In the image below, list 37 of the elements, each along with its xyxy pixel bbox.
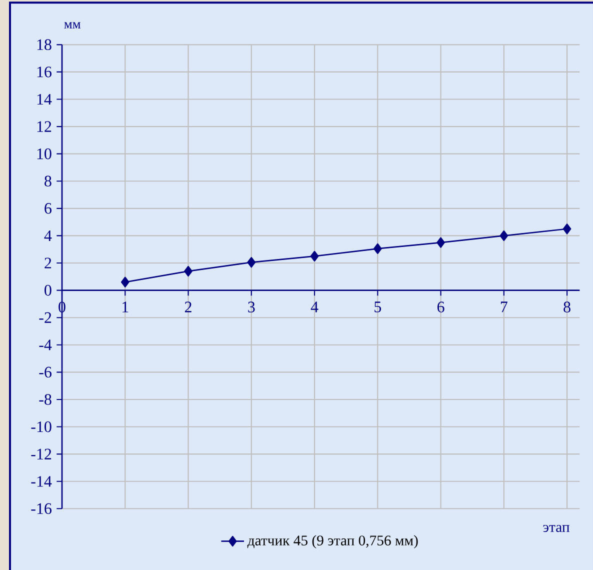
point <box>310 250 319 262</box>
y-tick-label: 14 <box>37 94 52 105</box>
point <box>500 230 508 242</box>
x-axis-title: этап <box>543 524 570 532</box>
y-tick-label: -2 <box>39 312 52 323</box>
y-tick-label: 0 <box>44 284 52 296</box>
y-tick-label: -6 <box>39 366 52 378</box>
y-tick-label: -14 <box>31 476 52 487</box>
y-tick-label: 10 <box>37 148 52 160</box>
x-tick-label: 7 <box>500 302 508 312</box>
y-tick-label: -10 <box>31 421 52 432</box>
y-tick-label: 6 <box>44 203 52 214</box>
x-tick-label: 5 <box>374 302 382 312</box>
point <box>436 237 445 248</box>
point <box>120 276 130 288</box>
legend-label: датчик 45 (9 этап 0,756 мм) <box>247 535 418 548</box>
y-tick-label: 16 <box>37 66 52 78</box>
x-tick-label: 4 <box>310 302 318 312</box>
x-tick-label: 6 <box>437 302 444 312</box>
y-tick-label: 12 <box>37 121 52 132</box>
point <box>373 243 382 254</box>
x-tick-label: 1 <box>122 302 128 312</box>
x-tick-label: 8 <box>564 302 570 312</box>
y-tick-label: 4 <box>44 230 52 241</box>
y-tick-label: 18 <box>37 39 52 50</box>
y-axis-title: мм <box>64 22 80 28</box>
y-tick-label: 2 <box>44 258 52 268</box>
y-tick-label: -4 <box>39 340 52 350</box>
x-tick-label: 2 <box>184 302 192 312</box>
y-tick-label: -16 <box>31 503 52 514</box>
x-tick-label: 3 <box>248 302 255 312</box>
point <box>184 266 192 277</box>
point <box>247 256 256 268</box>
point <box>562 224 572 234</box>
y-tick-label: -12 <box>31 448 52 460</box>
y-tick-label: 8 <box>44 176 52 187</box>
y-tick-label: -8 <box>39 394 52 405</box>
